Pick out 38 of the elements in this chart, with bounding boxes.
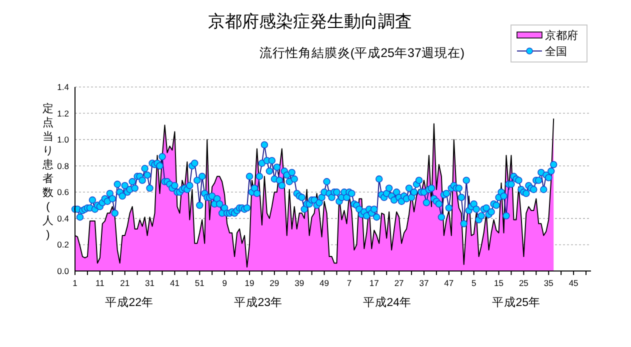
x-tick-label: 47 — [444, 278, 454, 288]
text: 平成25年 — [492, 296, 541, 309]
x-tick-label: 11 — [96, 278, 105, 288]
chart-subtitle: 流行性角結膜炎(平成25年37週現在) — [259, 45, 465, 60]
x-tick-label: 37 — [419, 278, 429, 288]
y-tick-label: 1.0 — [57, 134, 70, 145]
x-tick-label: 27 — [394, 278, 404, 288]
x-tick-label: 31 — [145, 278, 155, 288]
legend-label: 全国 — [545, 46, 567, 58]
text: 平成22年 — [104, 296, 154, 309]
x-tick-label: 35 — [544, 278, 554, 288]
x-tick-label: 17 — [369, 278, 380, 288]
y-tick-label: 0.6 — [57, 187, 70, 198]
x-tick-label: 41 — [170, 278, 180, 288]
x-tick-label: 51 — [194, 278, 205, 288]
y-tick-label: 1.2 — [57, 108, 70, 118]
text: 平成23年 — [234, 296, 283, 309]
text: 平成24年 — [362, 296, 412, 309]
text: 定点当り患者数(人) — [42, 103, 54, 241]
y-tick-label: 1.4 — [57, 82, 70, 92]
x-tick-label: 9 — [222, 278, 228, 288]
x-tick-label: 15 — [494, 278, 504, 288]
x-tick-label: 49 — [320, 278, 330, 288]
y-tick-label: 0.4 — [57, 213, 70, 224]
legend-label: 京都府 — [545, 29, 578, 42]
chart-title: 京都府感染症発生動向調査 — [208, 12, 412, 31]
x-tick-label: 21 — [120, 278, 130, 288]
x-tick-label: 25 — [518, 278, 529, 288]
x-tick-label: 29 — [270, 278, 280, 288]
x-tick-label: 45 — [568, 278, 579, 288]
x-tick-label: 1 — [72, 278, 78, 288]
x-tick-label: 5 — [471, 278, 476, 288]
y-tick-label: 0.0 — [57, 266, 70, 276]
y-tick-label: 0.2 — [57, 240, 70, 250]
x-tick-label: 7 — [346, 278, 352, 288]
x-tick-label: 39 — [294, 278, 304, 288]
y-tick-label: 0.8 — [57, 160, 70, 171]
x-tick-label: 19 — [244, 278, 254, 288]
